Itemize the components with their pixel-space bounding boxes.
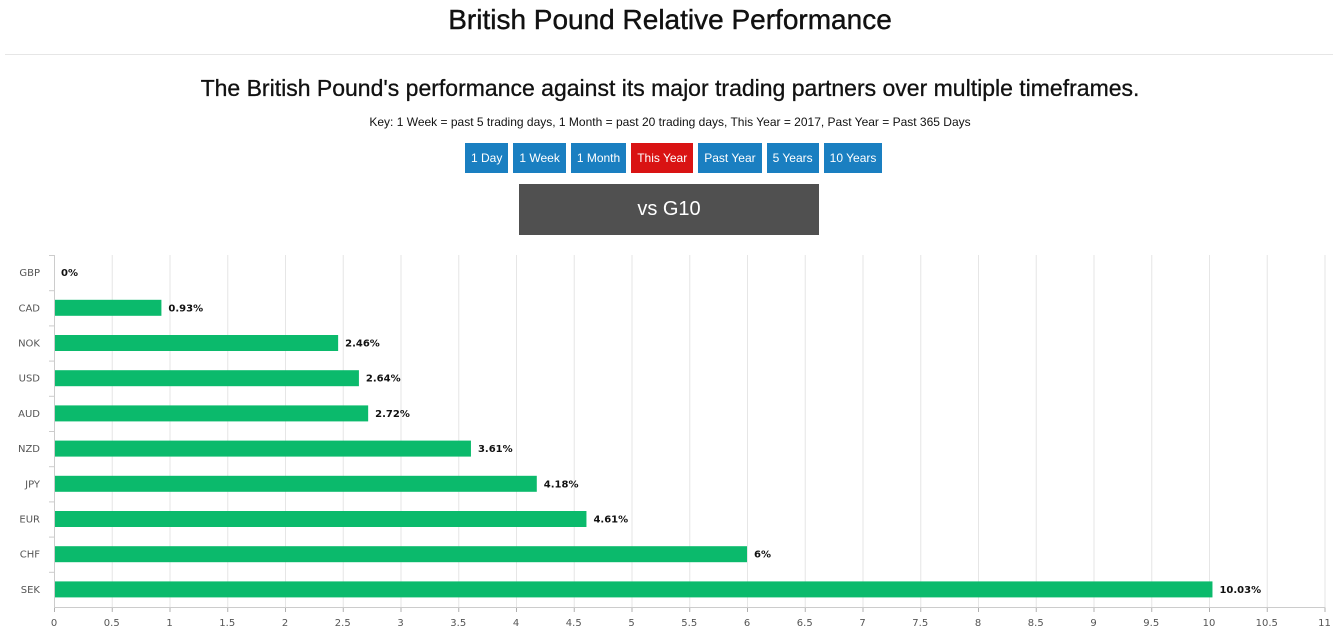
x-tick-label: 9 (1090, 618, 1096, 629)
data-label: 4.18% (544, 479, 579, 490)
performance-bar-chart: 0 0.5 1 1.5 2 2.5 3 3.5 4 4.5 5 5.5 6 6.5 7 7.5 8 8.5 9 9.5… (18, 255, 1331, 629)
category-label: SEK (21, 585, 41, 596)
x-tick-label: 7 (859, 618, 865, 629)
tab-past-year[interactable]: Past Year (698, 143, 762, 173)
tab-5-years[interactable]: 5 Years (766, 143, 819, 173)
comparison-group-selector[interactable]: vs G10 (519, 184, 819, 235)
category-label: JPY (24, 479, 41, 490)
x-tick-label: 4 (513, 618, 519, 629)
page-title: British Pound Relative Performance (448, 4, 892, 35)
data-label: 10.03% (1219, 585, 1261, 596)
x-tick-label: 10 (1203, 618, 1216, 629)
x-tick-label: 8 (975, 618, 981, 629)
bar-cad (55, 299, 162, 316)
timeframe-tabs: 1 Day 1 Week 1 Month This Year Past Year… (465, 143, 883, 173)
data-label: 6% (754, 550, 771, 561)
data-label: 2.72% (375, 409, 410, 420)
x-tick-label: 3.5 (450, 618, 466, 629)
data-label: 3.61% (478, 444, 513, 455)
x-tick-label: 8.5 (1028, 618, 1044, 629)
x-tick-label: 2 (282, 618, 288, 629)
x-tick-label: 5 (628, 618, 634, 629)
category-label: AUD (18, 409, 40, 420)
x-tick-label: 0 (51, 618, 57, 629)
x-tick-label: 9.5 (1143, 618, 1159, 629)
data-label: 2.46% (345, 339, 380, 350)
category-label: USD (19, 374, 41, 385)
x-tick-label: 0.5 (104, 618, 120, 629)
x-tick-label: 10.5 (1256, 618, 1278, 629)
tab-1-day[interactable]: 1 Day (465, 143, 509, 173)
x-tick-label: 1.5 (219, 618, 235, 629)
data-label: 4.61% (593, 515, 628, 526)
tab-this-year[interactable]: This Year (631, 143, 694, 173)
x-tick-label: 1 (166, 618, 172, 629)
x-tick-label: 2.5 (335, 618, 351, 629)
category-label: CHF (20, 550, 41, 561)
data-label: 0.93% (168, 303, 203, 314)
chart-subtitle: The British Pound's performance against … (200, 75, 1140, 101)
category-label: NZD (18, 444, 40, 455)
data-label: 0% (61, 268, 78, 279)
x-tick-label: 4.5 (566, 618, 582, 629)
bar-aud (55, 405, 369, 422)
x-tick-label: 6 (744, 618, 750, 629)
x-tick-label: 11 (1318, 618, 1331, 629)
timeframe-key: Key: 1 Week = past 5 trading days, 1 Mon… (369, 115, 971, 129)
bar-eur (55, 511, 587, 527)
header-divider (5, 54, 1333, 55)
tab-10-years[interactable]: 10 Years (823, 143, 883, 173)
category-label: CAD (18, 303, 40, 314)
x-tick-label: 3 (397, 618, 403, 629)
bar-jpy (55, 475, 537, 492)
tab-1-week[interactable]: 1 Week (513, 143, 566, 173)
bar-nok (55, 335, 339, 351)
bar-chf (55, 546, 747, 563)
x-tick-label: 7.5 (912, 618, 928, 629)
x-tick-label: 6.5 (797, 618, 813, 629)
category-label: EUR (19, 515, 40, 526)
bar-nzd (55, 440, 471, 457)
bar-usd (55, 370, 359, 387)
category-label: GBP (19, 268, 40, 279)
data-label: 2.64% (366, 374, 401, 385)
bar-sek (55, 581, 1213, 598)
x-tick-label: 5.5 (681, 618, 697, 629)
tab-1-month[interactable]: 1 Month (570, 143, 627, 173)
category-label: NOK (18, 339, 40, 350)
